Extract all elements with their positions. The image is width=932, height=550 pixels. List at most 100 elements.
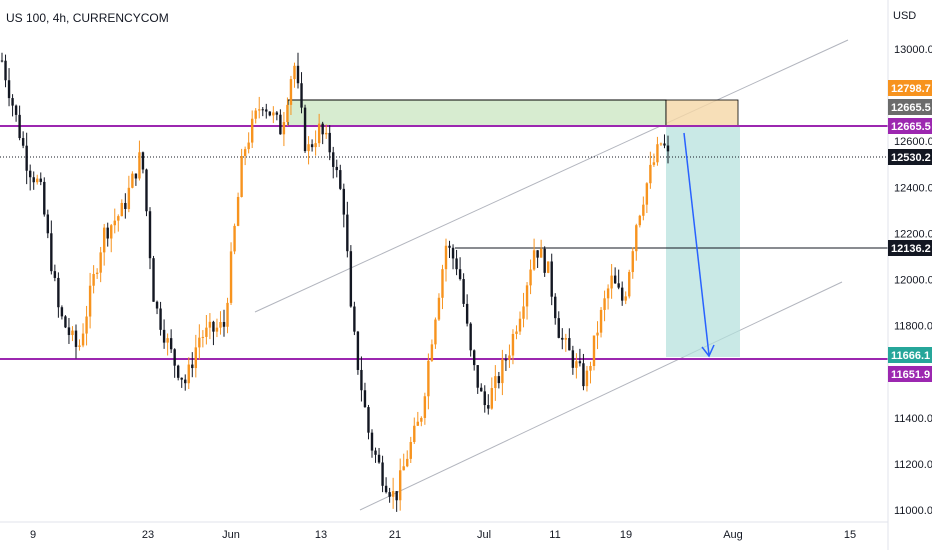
candle-body <box>483 391 486 406</box>
candle-body <box>293 65 296 80</box>
candle-body <box>102 227 106 253</box>
candle-body <box>4 60 7 81</box>
candle-body <box>7 80 11 99</box>
candle-body <box>106 227 109 239</box>
candle-body <box>557 318 560 338</box>
candle-body <box>317 123 321 144</box>
candle-body <box>289 79 293 105</box>
candle-body <box>546 261 550 273</box>
candle-body <box>515 331 518 334</box>
candle-body <box>339 170 342 189</box>
candle-body <box>36 178 39 183</box>
stop-loss-zone[interactable] <box>665 99 739 127</box>
candle-body <box>25 145 28 171</box>
candle-body <box>518 318 522 332</box>
candle-body <box>504 359 508 361</box>
candle-body <box>462 279 465 304</box>
candle-body <box>39 178 42 182</box>
svg-text:11651.9: 11651.9 <box>891 369 930 381</box>
candle-body <box>441 269 444 298</box>
candle-body <box>613 275 617 284</box>
candle-body <box>11 98 14 106</box>
candle-body <box>219 322 222 328</box>
candle-body <box>110 225 113 239</box>
candle-body <box>370 432 374 451</box>
candle-body <box>134 173 138 179</box>
candle-body <box>490 388 494 409</box>
candle-body <box>649 164 652 184</box>
candle-body <box>638 215 642 226</box>
candle-body <box>250 118 254 143</box>
take-profit-zone[interactable] <box>666 126 740 357</box>
candle-body <box>99 252 102 273</box>
candle-body <box>117 216 120 221</box>
candle-body <box>346 214 349 252</box>
upper-channel-line[interactable] <box>254 39 849 313</box>
candle-body <box>314 143 317 148</box>
supply-zone[interactable] <box>287 99 667 127</box>
candle-body <box>511 333 515 356</box>
candle-body <box>367 407 370 433</box>
candle-body <box>198 337 201 348</box>
candle-body <box>53 271 57 278</box>
candle-body <box>201 336 205 338</box>
candle-body <box>272 112 275 116</box>
candle-body <box>656 144 659 163</box>
candle-body <box>606 288 610 299</box>
candle-body <box>28 170 32 178</box>
y-tick-label: 11800.0 <box>894 321 932 333</box>
candle-body <box>444 245 448 270</box>
candle-body <box>561 337 564 340</box>
candle-body <box>159 308 162 330</box>
candle-body <box>480 387 483 392</box>
candle-body <box>148 211 152 259</box>
candle-body <box>67 327 71 336</box>
candle-body <box>138 152 141 179</box>
candle-body <box>575 361 578 368</box>
candle-body <box>398 470 402 501</box>
candle-body <box>184 379 187 384</box>
candle-body <box>124 202 127 209</box>
candle-body <box>360 369 363 391</box>
candle-body <box>152 258 155 302</box>
candle-body <box>226 302 229 327</box>
candle-body <box>32 177 35 183</box>
candle-body <box>332 152 335 167</box>
candle-body <box>60 307 64 317</box>
candle-body <box>374 450 377 455</box>
x-tick-label: Aug <box>723 529 743 541</box>
candle-body <box>46 214 50 234</box>
candle-body <box>508 355 511 361</box>
y-tick-label: 11000.0 <box>894 505 932 517</box>
candle-body <box>578 361 582 364</box>
lower-channel-line[interactable] <box>359 281 843 511</box>
candle-body <box>395 491 398 501</box>
candle-body <box>532 250 536 270</box>
projection-arrow[interactable] <box>683 132 715 358</box>
candle-body <box>402 466 405 471</box>
candle-body <box>187 364 190 384</box>
candle-body <box>420 417 423 422</box>
candle-body <box>307 144 310 152</box>
price-tag: 12665.5 <box>888 118 932 134</box>
candle-body <box>416 421 420 426</box>
candle-body <box>64 316 67 328</box>
candle-body <box>229 251 233 303</box>
y-tick-label: 13000.0 <box>894 44 932 56</box>
x-tick-label: Jun <box>222 529 240 541</box>
candle-body <box>194 347 198 369</box>
candle-body <box>472 350 476 366</box>
svg-text:12136.2: 12136.2 <box>891 243 931 255</box>
x-tick-label: 9 <box>30 529 36 541</box>
candle-body <box>212 321 215 332</box>
candle-body <box>529 269 532 286</box>
candle-body <box>434 319 437 345</box>
candle-body <box>406 458 409 467</box>
svg-text:12530.2: 12530.2 <box>891 152 931 164</box>
candle-body <box>215 327 219 332</box>
candle-body <box>268 111 272 116</box>
candle-body <box>628 272 631 297</box>
candle-body <box>145 169 148 212</box>
chart-title: US 100, 4h, CURRENCYCOM <box>6 11 169 25</box>
